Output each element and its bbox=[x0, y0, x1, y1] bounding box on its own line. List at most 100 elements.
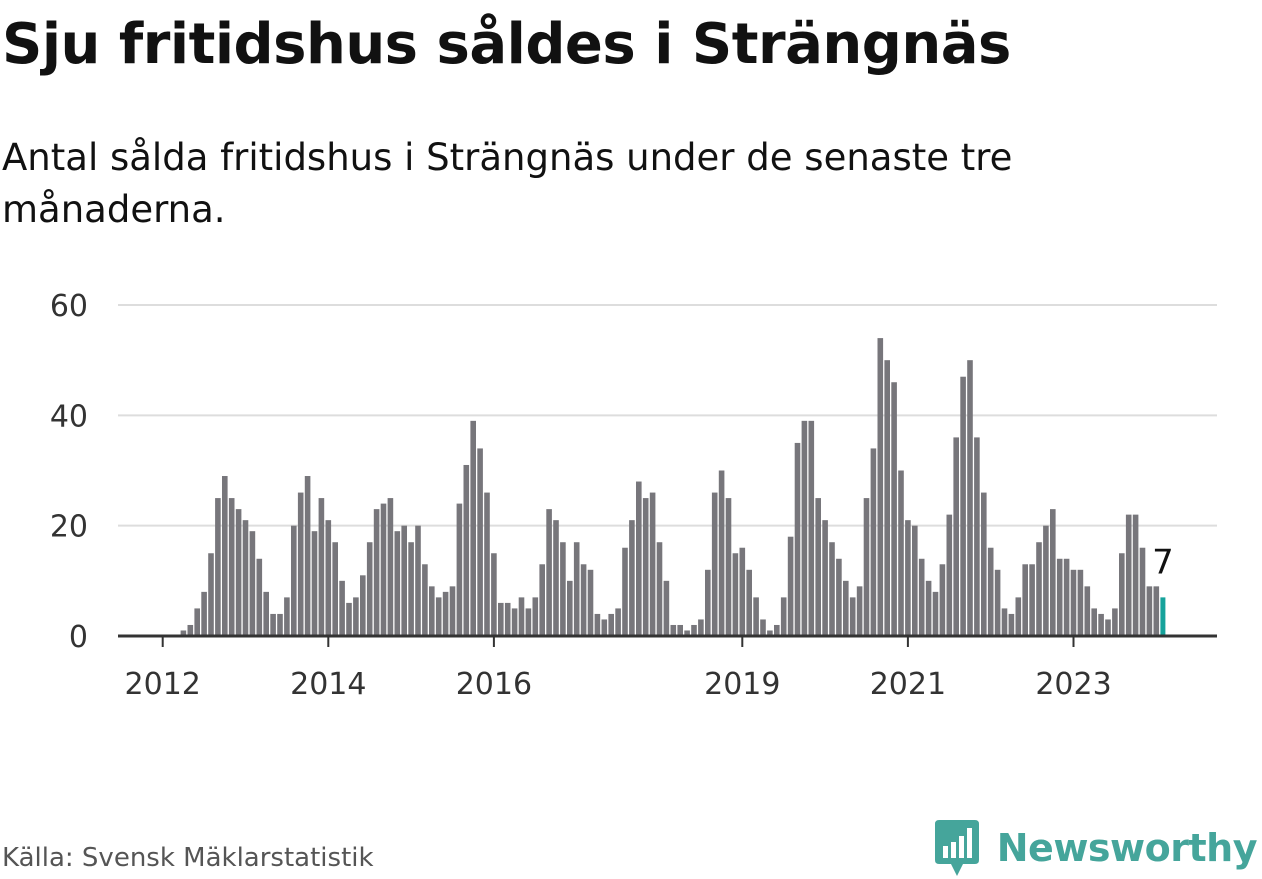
bar bbox=[449, 586, 456, 636]
bar bbox=[774, 624, 780, 636]
bar bbox=[1098, 613, 1104, 636]
bar bbox=[808, 420, 815, 636]
newsworthy-logo[interactable]: Newsworthy bbox=[933, 818, 1258, 878]
bar bbox=[456, 503, 463, 636]
bar bbox=[967, 360, 973, 636]
bar bbox=[960, 376, 966, 636]
bar bbox=[1036, 542, 1042, 636]
bar bbox=[932, 591, 939, 636]
bar bbox=[870, 448, 877, 636]
bar bbox=[263, 591, 269, 636]
bar bbox=[387, 498, 394, 636]
bar bbox=[787, 536, 794, 636]
bar bbox=[297, 492, 304, 636]
bar bbox=[601, 619, 608, 636]
bar bbox=[1077, 569, 1084, 636]
bar bbox=[1139, 547, 1146, 636]
bar bbox=[615, 608, 621, 636]
bar bbox=[270, 613, 276, 636]
bar bbox=[560, 542, 566, 636]
bar bbox=[539, 564, 545, 636]
bar bbox=[1105, 619, 1111, 636]
y-tick-label: 60 bbox=[50, 289, 88, 324]
bar bbox=[1091, 608, 1097, 636]
bar bbox=[629, 520, 635, 636]
y-axis-ticks: 0 20 40 60 bbox=[50, 289, 88, 655]
bar bbox=[353, 597, 359, 636]
bar bbox=[304, 476, 311, 636]
bar bbox=[201, 591, 207, 636]
bar bbox=[1022, 564, 1028, 636]
bar bbox=[767, 630, 773, 636]
bar bbox=[222, 476, 228, 636]
bar bbox=[849, 597, 856, 636]
bar bbox=[180, 630, 187, 636]
bar bbox=[732, 553, 739, 636]
bar bbox=[760, 619, 766, 636]
bar bbox=[477, 448, 483, 636]
x-tick-label: 2012 bbox=[125, 667, 201, 702]
bar bbox=[366, 542, 373, 636]
bar bbox=[215, 498, 221, 636]
chart-title: Sju fritidshus såldes i Strängnäs bbox=[2, 12, 1011, 77]
bar bbox=[822, 520, 828, 636]
bar bbox=[1146, 586, 1153, 636]
bar bbox=[843, 580, 849, 636]
bar bbox=[663, 580, 670, 636]
bar bbox=[711, 492, 718, 636]
bar bbox=[408, 542, 414, 636]
bar bbox=[573, 542, 580, 636]
bar bbox=[194, 608, 200, 636]
x-tick-label: 2019 bbox=[704, 667, 780, 702]
bar bbox=[884, 360, 890, 636]
bar bbox=[470, 420, 476, 636]
bar bbox=[422, 564, 428, 636]
bar bbox=[877, 338, 884, 636]
y-tick-label: 40 bbox=[50, 399, 88, 434]
bar bbox=[836, 558, 842, 636]
bar bbox=[594, 613, 601, 636]
bar bbox=[753, 597, 759, 636]
bar bbox=[553, 520, 559, 636]
bar bbox=[228, 498, 235, 636]
bar bbox=[905, 520, 911, 636]
bar bbox=[1063, 558, 1070, 636]
bar bbox=[504, 602, 511, 636]
bar bbox=[746, 569, 752, 636]
bar bbox=[429, 586, 435, 636]
chart-subtitle: Antal sålda fritidshus i Strängnäs under… bbox=[2, 136, 1013, 231]
bar bbox=[725, 498, 732, 636]
x-tick-label: 2023 bbox=[1035, 667, 1111, 702]
bar bbox=[1070, 569, 1077, 636]
bar bbox=[360, 575, 366, 636]
bar bbox=[463, 464, 470, 636]
bar bbox=[994, 569, 1001, 636]
bar bbox=[311, 531, 318, 636]
x-tick-label: 2021 bbox=[870, 667, 946, 702]
bar bbox=[511, 608, 518, 636]
bar bbox=[981, 492, 987, 636]
bar bbox=[567, 580, 573, 636]
bar bbox=[946, 514, 953, 636]
bar bbox=[1015, 597, 1022, 636]
x-tick-label: 2016 bbox=[456, 667, 532, 702]
bar bbox=[518, 597, 525, 636]
bar bbox=[318, 498, 325, 636]
bar bbox=[801, 420, 808, 636]
bars bbox=[180, 338, 1166, 636]
bar bbox=[739, 547, 746, 636]
bar bbox=[670, 624, 677, 636]
bar bbox=[718, 470, 725, 636]
bar bbox=[1029, 564, 1035, 636]
source-note: Källa: Svensk Mäklarstatistik bbox=[2, 843, 374, 873]
bar bbox=[401, 525, 407, 636]
bar bbox=[677, 624, 683, 636]
bar bbox=[491, 553, 497, 636]
bar bbox=[608, 613, 614, 636]
bar bbox=[691, 624, 697, 636]
y-tick-label: 20 bbox=[50, 510, 88, 545]
bar bbox=[284, 597, 290, 636]
bar bbox=[1084, 586, 1091, 636]
bar bbox=[891, 382, 897, 636]
